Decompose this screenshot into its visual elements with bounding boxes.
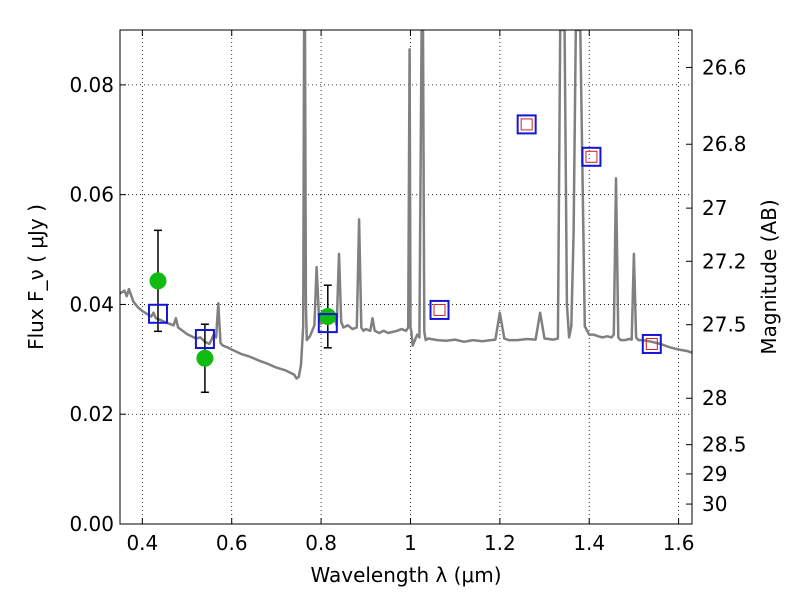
y-tick-label: 0.04 <box>69 292 114 316</box>
right-tick-label: 26.8 <box>702 132 747 156</box>
y-axis-title: Flux F_ν ( μJy ) <box>24 204 48 350</box>
x-tick-label: 0.4 <box>126 531 158 555</box>
y-tick-label: 0.08 <box>69 73 114 97</box>
right-tick-label: 27.2 <box>702 249 747 273</box>
right-axis-title: Magnitude (AB) <box>757 199 781 354</box>
right-tick-label: 28.5 <box>702 433 747 457</box>
right-tick-label: 26.6 <box>702 55 747 79</box>
observed-point <box>197 350 213 366</box>
x-tick-label: 1.6 <box>663 531 695 555</box>
y-tick-label: 0.02 <box>69 402 114 426</box>
observed-point <box>150 273 166 289</box>
x-axis-title: Wavelength λ (μm) <box>310 563 501 587</box>
sed-chart: 0.4 0.6 0.8 1 1.2 1.4 1.6 0.00 0.02 0.04 0.06 0.08 2… <box>0 0 800 600</box>
x-tick-label: 0.8 <box>305 531 337 555</box>
right-tick-label: 29 <box>702 462 727 486</box>
right-tick-label: 30 <box>702 492 727 516</box>
right-tick-label: 27 <box>702 196 727 220</box>
x-tick-label: 1 <box>404 531 417 555</box>
y-tick-label: 0.06 <box>69 183 114 207</box>
x-tick-label: 1.4 <box>573 531 605 555</box>
y-tick-label: 0.00 <box>69 512 114 536</box>
observed-point <box>320 309 336 325</box>
right-tick-label: 27.5 <box>702 313 747 337</box>
right-tick-label: 28 <box>702 386 727 410</box>
x-tick-label: 0.6 <box>216 531 248 555</box>
x-tick-label: 1.2 <box>484 531 516 555</box>
